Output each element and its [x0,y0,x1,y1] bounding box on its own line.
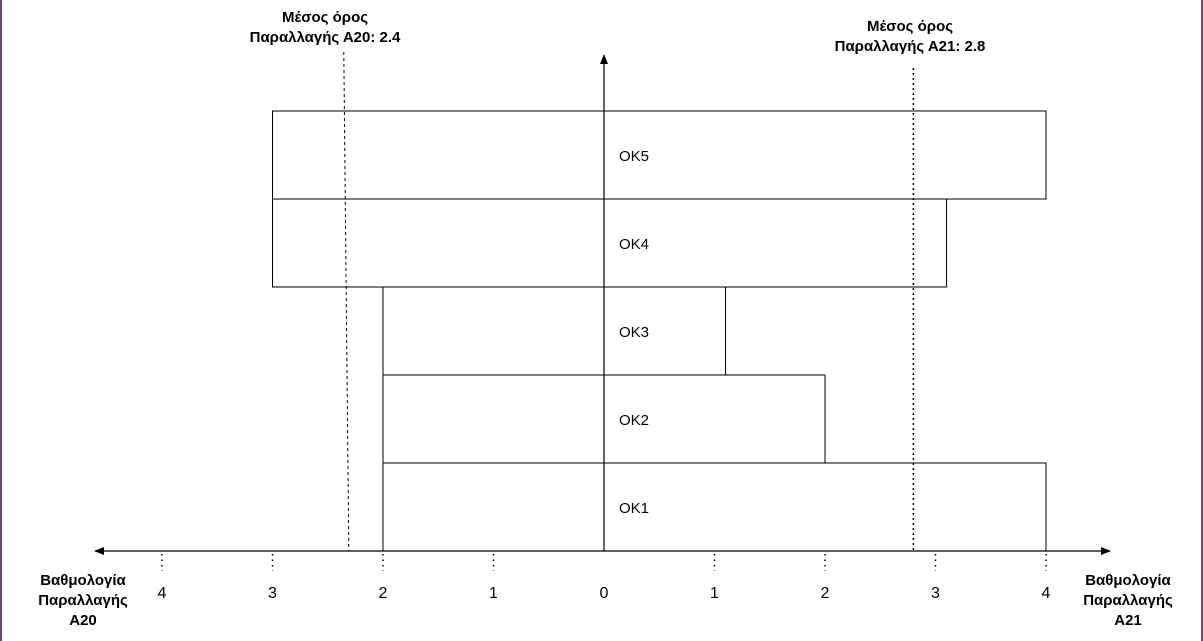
bar-label-1: ΟΚ1 [619,500,649,517]
bar-5 [272,110,1047,200]
xlabel-left-line-1: Βαθμολογία [40,572,126,589]
bar-label-3: ΟΚ3 [619,324,649,341]
xlabel-right: Βαθμολογία Παραλλαγής Α21 [1058,571,1198,631]
mean-annotation-a20-line-1: Μέσος όρος [281,9,369,26]
tick-left-4-label: 4 [158,585,167,602]
xlabel-left-line-3: Α20 [69,612,97,629]
xlabel-left-line-2: Παραλλαγής [38,592,128,609]
xlabel-right-line-1: Βαθμολογία [1085,572,1171,589]
bar-label-4: ΟΚ4 [619,236,649,253]
mean-annotation-a20-line-2: Παραλλαγής Α20: 2.4 [249,29,401,46]
xlabel-right-line-3: Α21 [1114,612,1142,629]
tick-zero-label: 0 [600,585,609,602]
bar-label-5: ΟΚ5 [619,148,649,165]
xlabel-right-line-2: Παραλλαγής [1083,592,1173,609]
tick-left-2-label: 2 [379,585,388,602]
bar-label-2: ΟΚ2 [619,412,649,429]
bar-4 [272,198,948,288]
tick-right-3-label: 3 [931,585,940,602]
tick-left-3-label: 3 [268,585,277,602]
mean-line-a20 [343,51,350,552]
bar-1 [382,462,1047,552]
mean-annotation-a21-line-2: Παραλλαγής Α21: 2.8 [834,38,986,55]
mean-annotation-a20: Μέσος όρος Παραλλαγής Α20: 2.4 [220,8,430,48]
bar-3 [382,286,727,376]
tick-right-2-label: 2 [821,585,830,602]
tick-right-1-label: 1 [710,585,719,602]
xlabel-left: Βαθμολογία Παραλλαγής Α20 [8,571,158,631]
mean-annotation-a21: Μέσος όρος Παραλλαγής Α21: 2.8 [800,17,1020,57]
tick-left-1-label: 1 [489,585,498,602]
tick-right-4-label: 4 [1042,585,1051,602]
mean-annotation-a21-line-1: Μέσος όρος [866,18,954,35]
